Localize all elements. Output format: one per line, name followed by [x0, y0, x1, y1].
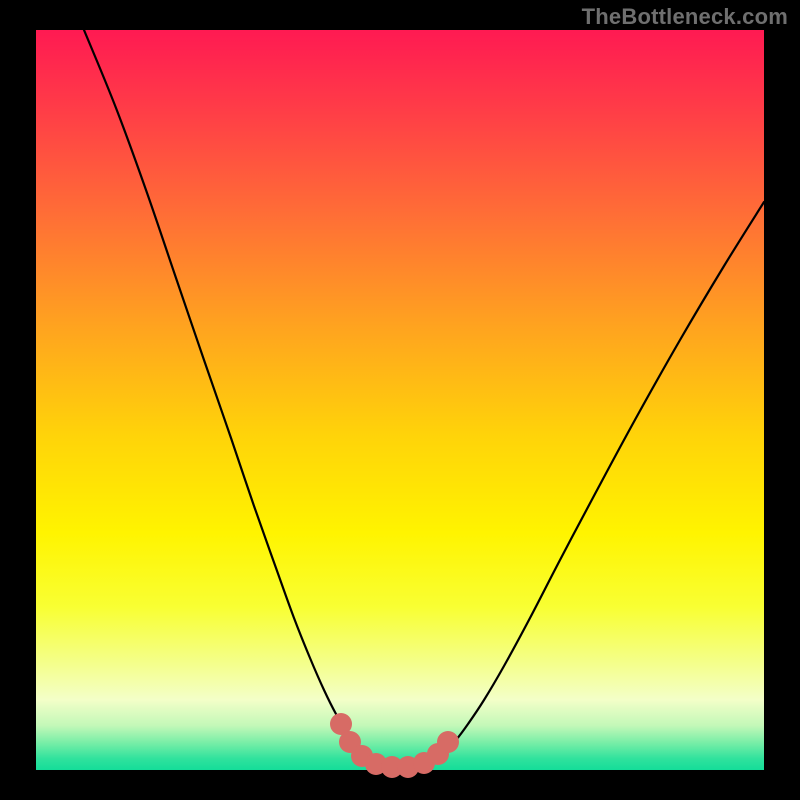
marker-layer — [36, 30, 764, 770]
plot-area — [36, 30, 764, 770]
chart-canvas: TheBottleneck.com — [0, 0, 800, 800]
watermark-text: TheBottleneck.com — [582, 4, 788, 30]
curve-marker — [437, 731, 459, 753]
